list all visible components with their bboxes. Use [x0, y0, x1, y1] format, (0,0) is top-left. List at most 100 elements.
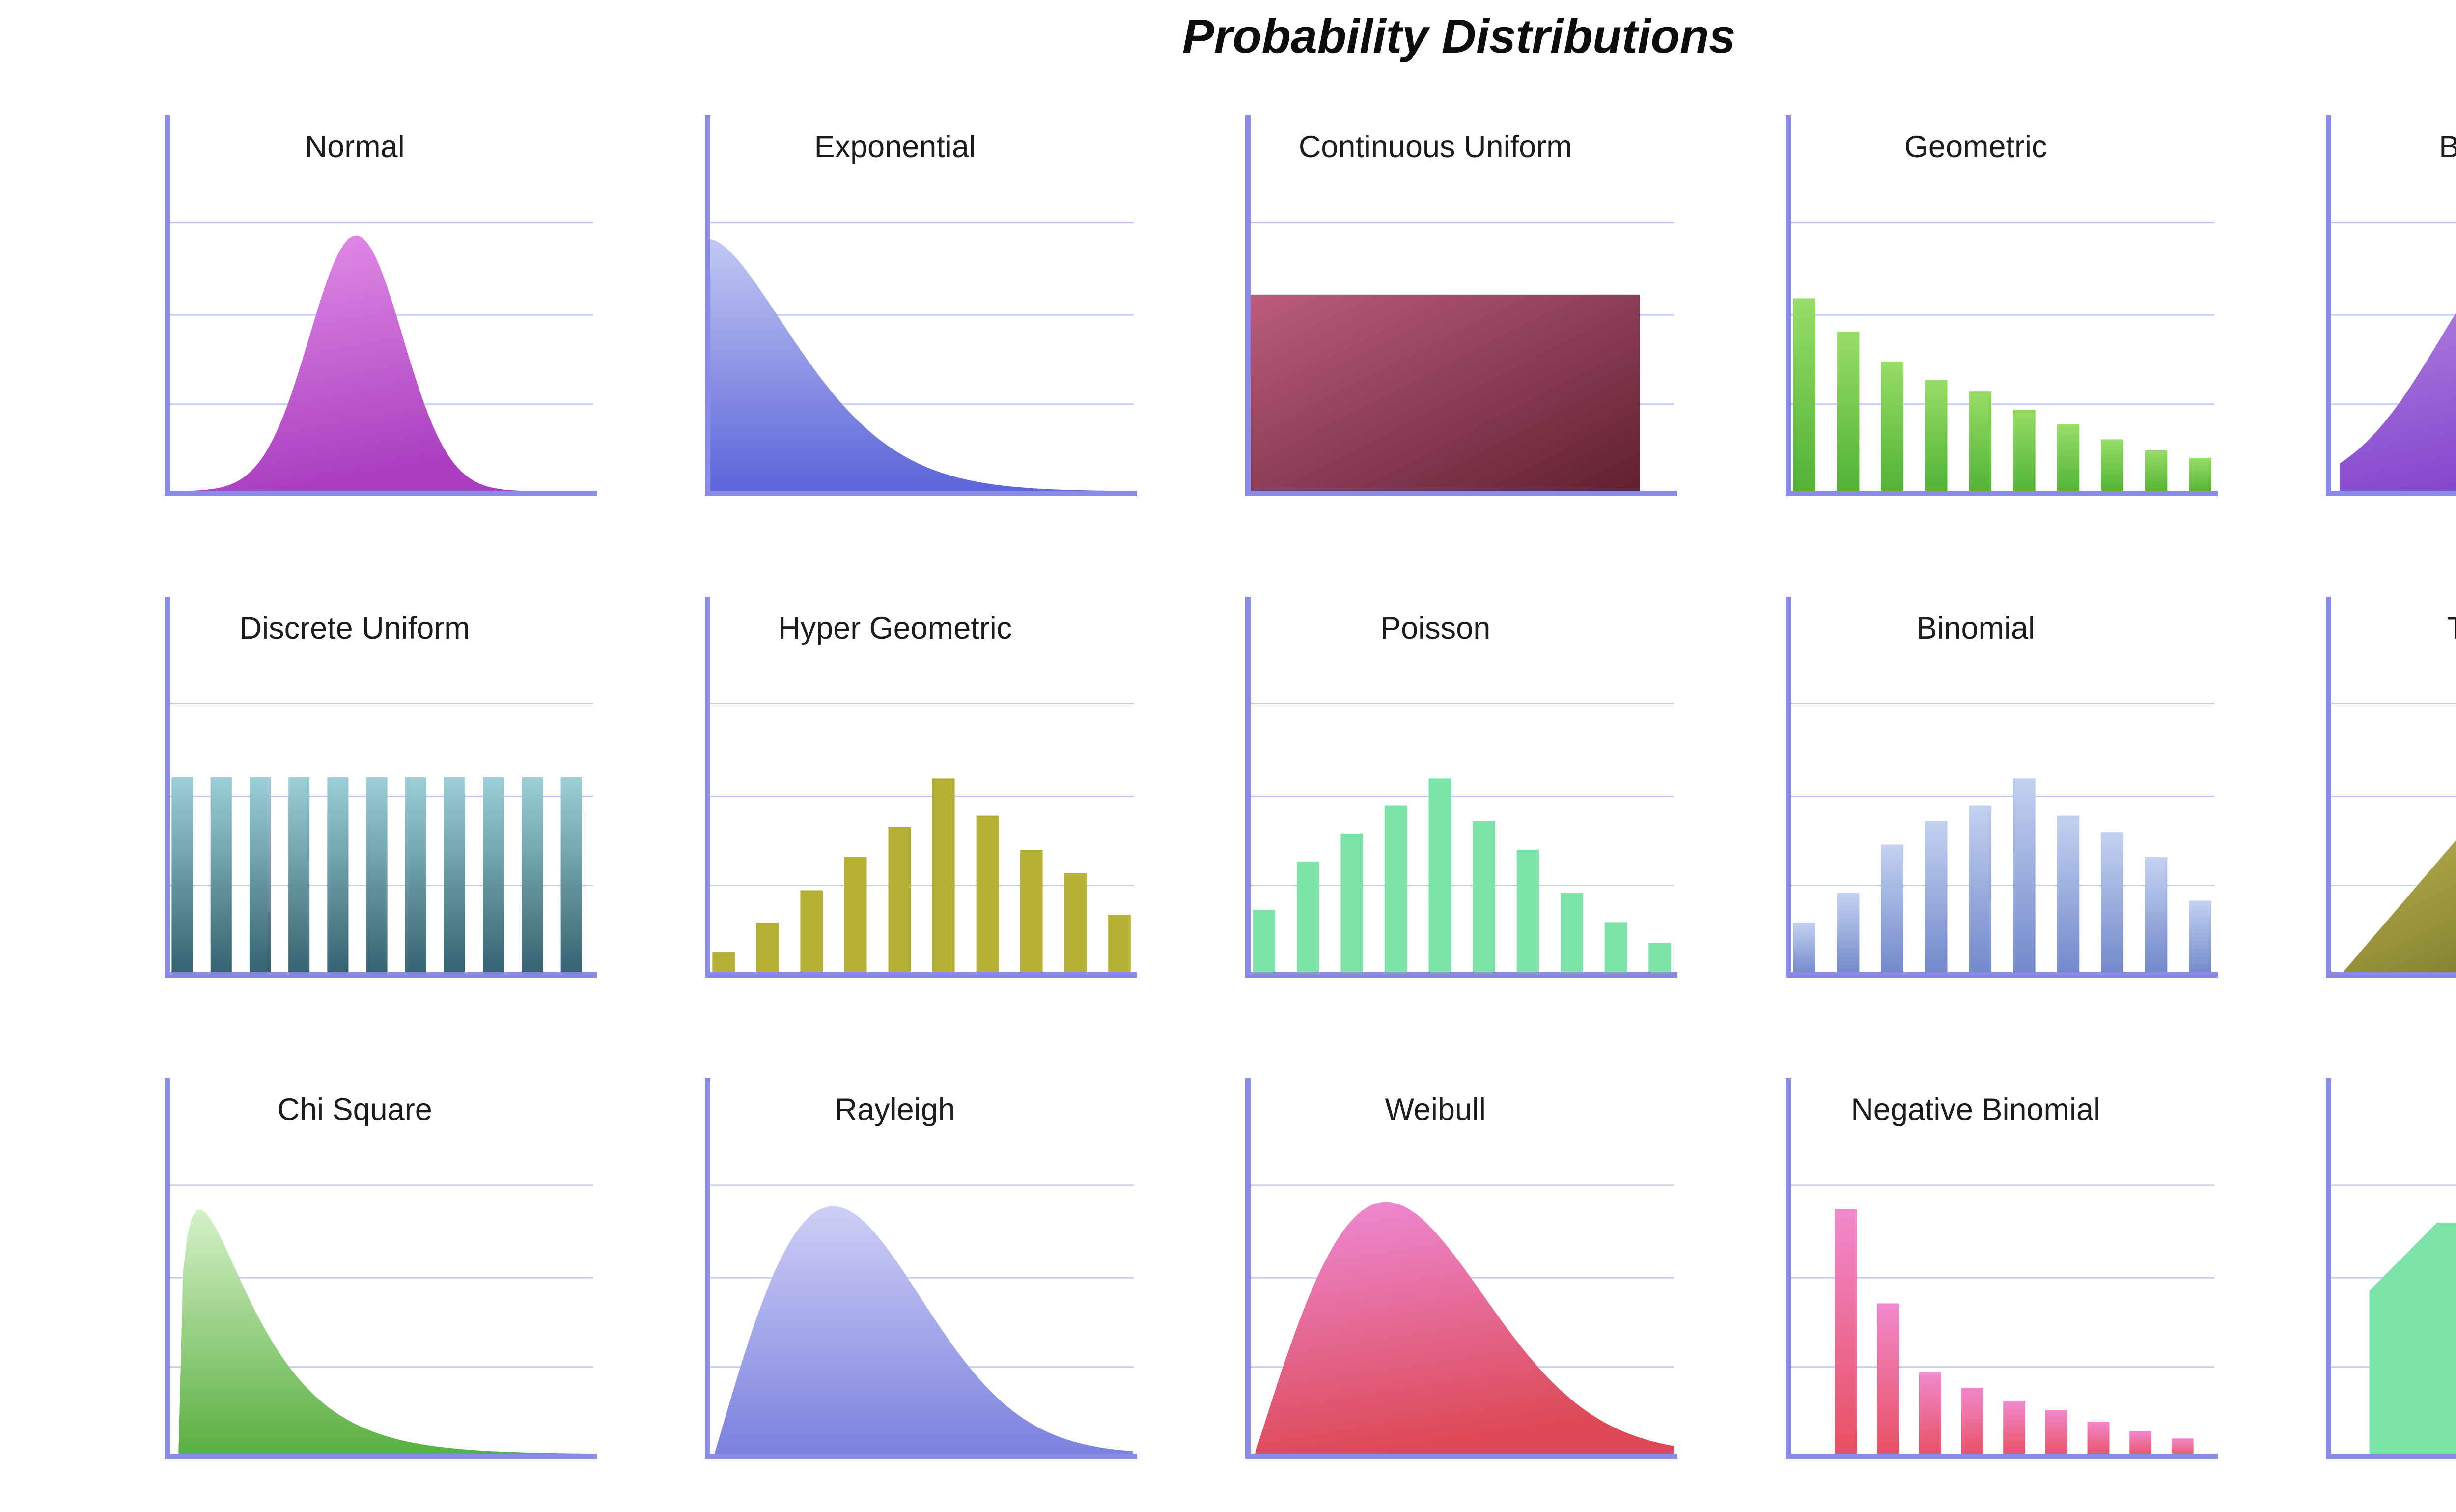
- bar: [1648, 943, 1671, 976]
- chart-geometric: Geometric: [1786, 115, 2218, 496]
- bar: [1561, 893, 1583, 976]
- bar: [800, 890, 823, 976]
- distribution-area: [170, 235, 593, 495]
- normal-plot: [165, 115, 597, 496]
- chart-custom: Custom: [2326, 1078, 2456, 1459]
- bar: [756, 923, 779, 976]
- bar: [1340, 833, 1363, 976]
- bar: [560, 777, 582, 976]
- chart-poisson: Poisson: [1245, 597, 1677, 978]
- bar: [2189, 900, 2211, 976]
- bar: [1516, 850, 1539, 976]
- continuous-uniform-plot: [1245, 115, 1677, 496]
- triangular-plot: [2326, 597, 2456, 978]
- bar: [1473, 821, 1495, 976]
- rayleigh-plot: [705, 1078, 1137, 1459]
- distribution-area: [2340, 312, 2456, 495]
- bar: [1020, 850, 1043, 976]
- bar: [405, 777, 426, 976]
- bar: [1793, 298, 1815, 495]
- bar: [210, 777, 232, 976]
- chart-hyper-geometric: Hyper Geometric: [705, 597, 1137, 978]
- bar: [249, 777, 271, 976]
- bar: [366, 777, 388, 976]
- bar: [1881, 844, 1903, 976]
- bar: [2013, 409, 2036, 495]
- bar: [2101, 439, 2123, 495]
- hyper-geometric-plot: [705, 597, 1137, 978]
- bar: [1384, 805, 1407, 976]
- charts-grid: Normal Exponential Continuous Uniform Ge…: [165, 115, 2456, 1459]
- bar: [288, 777, 310, 976]
- page-title: Probability Distributions: [1182, 9, 1736, 63]
- bar: [1925, 380, 1948, 495]
- bar: [444, 777, 465, 976]
- chart-discrete-uniform: Discrete Uniform: [165, 597, 597, 978]
- chart-triangular: Triangular: [2326, 597, 2456, 978]
- bar: [1793, 923, 1815, 976]
- bar: [2129, 1431, 2151, 1457]
- beta-pert-plot: [2326, 115, 2456, 496]
- distribution-area: [1255, 1202, 1674, 1457]
- bar: [2101, 832, 2123, 976]
- bar: [712, 952, 735, 976]
- distribution-area: [714, 1206, 1133, 1457]
- bar: [2145, 857, 2168, 976]
- bar: [1925, 821, 1948, 976]
- bar: [844, 857, 867, 976]
- bar: [1837, 332, 1860, 495]
- bar: [483, 777, 504, 976]
- custom-plot: [2326, 1078, 2456, 1459]
- chi-square-plot: [165, 1078, 597, 1459]
- bar: [1969, 391, 1992, 495]
- chart-normal: Normal: [165, 115, 597, 496]
- bar: [2057, 815, 2080, 976]
- bar: [522, 777, 543, 976]
- bar: [2087, 1422, 2110, 1457]
- bar: [1108, 915, 1131, 976]
- chart-chi-square: Chi Square: [165, 1078, 597, 1459]
- bar: [932, 778, 955, 976]
- bar: [1837, 893, 1860, 976]
- bar: [1969, 805, 1992, 976]
- chart-negative-binomial: Negative Binomial: [1786, 1078, 2218, 1459]
- chart-exponential: Exponential: [705, 115, 1137, 496]
- chart-binomial: Binomial: [1786, 597, 2218, 978]
- bar: [1835, 1209, 1857, 1457]
- bar: [2045, 1410, 2067, 1457]
- bar: [2057, 424, 2080, 495]
- binomial-plot: [1786, 597, 2218, 978]
- custom-shape: [2369, 1222, 2456, 1457]
- poisson-plot: [1245, 597, 1677, 978]
- distribution-area: [710, 239, 1133, 495]
- bar: [2013, 778, 2036, 976]
- bar: [1296, 862, 1319, 976]
- weibull-plot: [1245, 1078, 1677, 1459]
- bar: [1881, 361, 1903, 495]
- uniform-block: [1251, 294, 1640, 495]
- bar: [888, 827, 911, 976]
- bar: [1604, 922, 1627, 976]
- triangle-area: [2340, 840, 2456, 976]
- chart-beta-pert: Beta PERT: [2326, 115, 2456, 496]
- chart-continuous-uniform: Continuous Uniform: [1245, 115, 1677, 496]
- distribution-area: [178, 1209, 593, 1457]
- bar: [2145, 450, 2168, 495]
- bar: [1428, 778, 1451, 976]
- geometric-plot: [1786, 115, 2218, 496]
- chart-rayleigh: Rayleigh: [705, 1078, 1137, 1459]
- bar: [2189, 458, 2211, 495]
- chart-weibull: Weibull: [1245, 1078, 1677, 1459]
- discrete-uniform-plot: [165, 597, 597, 978]
- bar: [2003, 1401, 2025, 1457]
- bar: [327, 777, 349, 976]
- bar: [1877, 1303, 1899, 1457]
- bar: [1253, 910, 1275, 976]
- bar: [1919, 1372, 1941, 1457]
- exponential-plot: [705, 115, 1137, 496]
- bar: [1961, 1387, 1983, 1457]
- negative-binomial-plot: [1786, 1078, 2218, 1459]
- bar: [1064, 873, 1087, 976]
- bar: [976, 815, 999, 976]
